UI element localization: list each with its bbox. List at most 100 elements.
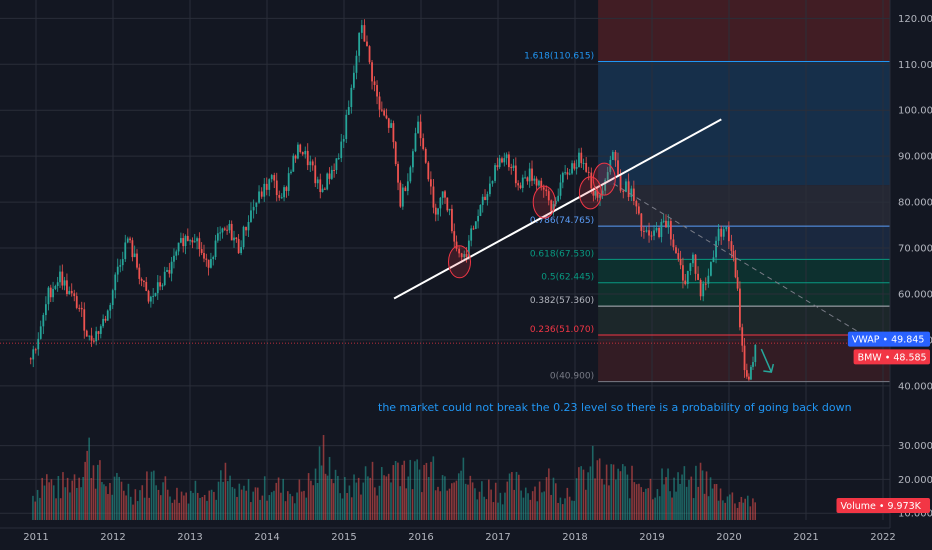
volume-bar	[451, 483, 453, 520]
volume-bar	[499, 492, 502, 520]
candle-body	[625, 181, 627, 192]
volume-bar	[238, 483, 241, 520]
fib-zone-1	[598, 61, 890, 186]
volume-bar	[692, 498, 695, 520]
volume-bar	[101, 482, 103, 520]
candle-body	[97, 331, 100, 334]
candle-body	[278, 195, 281, 198]
candle-body	[660, 221, 663, 237]
candle-body	[710, 262, 712, 276]
volume-tick-label-1: 20.000	[898, 475, 932, 486]
candle-body	[686, 270, 689, 285]
candle-body	[463, 254, 466, 258]
candle-body	[552, 204, 555, 212]
grid	[0, 0, 890, 520]
candle-body	[273, 175, 276, 181]
candle-body	[617, 160, 619, 176]
candle-body	[451, 208, 453, 232]
candle-body	[554, 200, 557, 205]
volume-bar	[300, 491, 303, 520]
volume-bar	[215, 499, 218, 520]
candle-body	[752, 362, 754, 367]
fib-label-6: 0(40.900)	[550, 372, 594, 382]
volume-bar	[59, 498, 62, 520]
price-tick-label-3: 90.000	[898, 152, 932, 163]
candle-body	[133, 253, 136, 258]
candle-body	[175, 251, 178, 256]
time-tick-label-2: 2013	[177, 532, 202, 543]
candle-body	[255, 202, 258, 207]
volume-bar	[332, 483, 335, 520]
volume-bar	[715, 483, 718, 520]
candle-body	[214, 240, 217, 257]
candle-body	[116, 266, 119, 275]
volume-bar	[665, 477, 667, 520]
candle-body	[689, 263, 692, 271]
volume-bar	[515, 471, 518, 520]
volume-bar	[713, 484, 716, 520]
volume-bar	[492, 502, 495, 520]
volume-bar	[564, 498, 566, 520]
time-tick-label-6: 2017	[485, 532, 510, 543]
volume-bar	[407, 476, 410, 520]
volume-bar	[711, 488, 714, 520]
volume-bar	[610, 464, 613, 520]
volume-bar	[677, 472, 679, 520]
candle-body	[596, 190, 599, 198]
candle-body	[604, 179, 607, 191]
candle-body	[56, 282, 59, 286]
volume-bar	[635, 484, 638, 520]
badge-volume	[836, 498, 930, 513]
volume-bar	[566, 487, 569, 520]
volume-bar	[746, 495, 749, 520]
candle-body	[44, 304, 47, 316]
candle-body	[173, 255, 175, 262]
volume-bar	[268, 495, 271, 520]
candle-body	[226, 229, 228, 231]
candle-body	[540, 180, 543, 188]
candle-body	[330, 169, 333, 179]
price-candles	[29, 19, 757, 381]
candle-body	[240, 247, 243, 254]
candle-body	[136, 253, 138, 268]
candle-body	[446, 197, 449, 211]
volume-bar	[169, 496, 171, 520]
volume-bar	[671, 497, 673, 520]
candle-body	[491, 180, 494, 184]
candle-body	[34, 349, 37, 351]
candle-body	[675, 247, 677, 254]
candle-body	[285, 187, 288, 191]
candle-body	[37, 338, 40, 350]
volume-bar	[341, 498, 344, 520]
price-tick-label-6: 60.000	[898, 289, 932, 300]
candle-body	[355, 55, 358, 73]
candle-body	[694, 254, 697, 274]
candle-body	[528, 168, 531, 182]
time-tick-label-9: 2020	[716, 532, 741, 543]
volume-bar	[157, 489, 160, 520]
candle-body	[321, 188, 324, 193]
volume-bar	[71, 480, 74, 520]
candle-body	[517, 183, 520, 186]
candle-body	[376, 85, 378, 97]
candle-body	[347, 107, 350, 115]
volume-bars	[32, 435, 757, 520]
candle-body	[747, 376, 750, 380]
volume-bar	[446, 490, 449, 520]
volume-bar	[357, 477, 360, 520]
volume-bar	[439, 491, 442, 520]
candle-body	[545, 189, 548, 192]
candle-body	[258, 191, 260, 203]
fib-label-1: 0.786(74.765)	[530, 216, 594, 226]
candle-body	[32, 349, 35, 360]
candle-body	[510, 167, 513, 169]
volume-bar	[176, 487, 178, 520]
candle-body	[383, 110, 386, 116]
volume-bar	[645, 488, 647, 520]
candle-body	[124, 242, 127, 260]
candle-body	[501, 158, 503, 163]
volume-bar	[78, 477, 80, 520]
volume-bar	[92, 465, 95, 520]
